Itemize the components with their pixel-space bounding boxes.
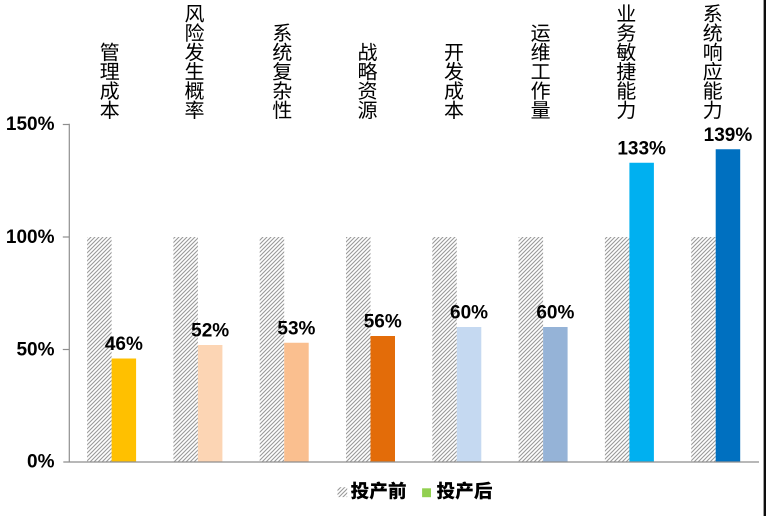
svg-text:100%: 100% (6, 227, 55, 248)
svg-text:53%: 53% (277, 318, 315, 339)
svg-text:50%: 50% (16, 340, 54, 361)
svg-text:60%: 60% (536, 303, 574, 324)
svg-text:56%: 56% (364, 312, 402, 333)
svg-text:0%: 0% (27, 452, 55, 473)
svg-text:139%: 139% (704, 125, 753, 146)
svg-text:46%: 46% (105, 334, 143, 355)
svg-text:60%: 60% (450, 303, 488, 324)
svg-text:133%: 133% (617, 138, 666, 159)
svg-text:150%: 150% (6, 114, 55, 135)
svg-text:52%: 52% (191, 321, 229, 342)
